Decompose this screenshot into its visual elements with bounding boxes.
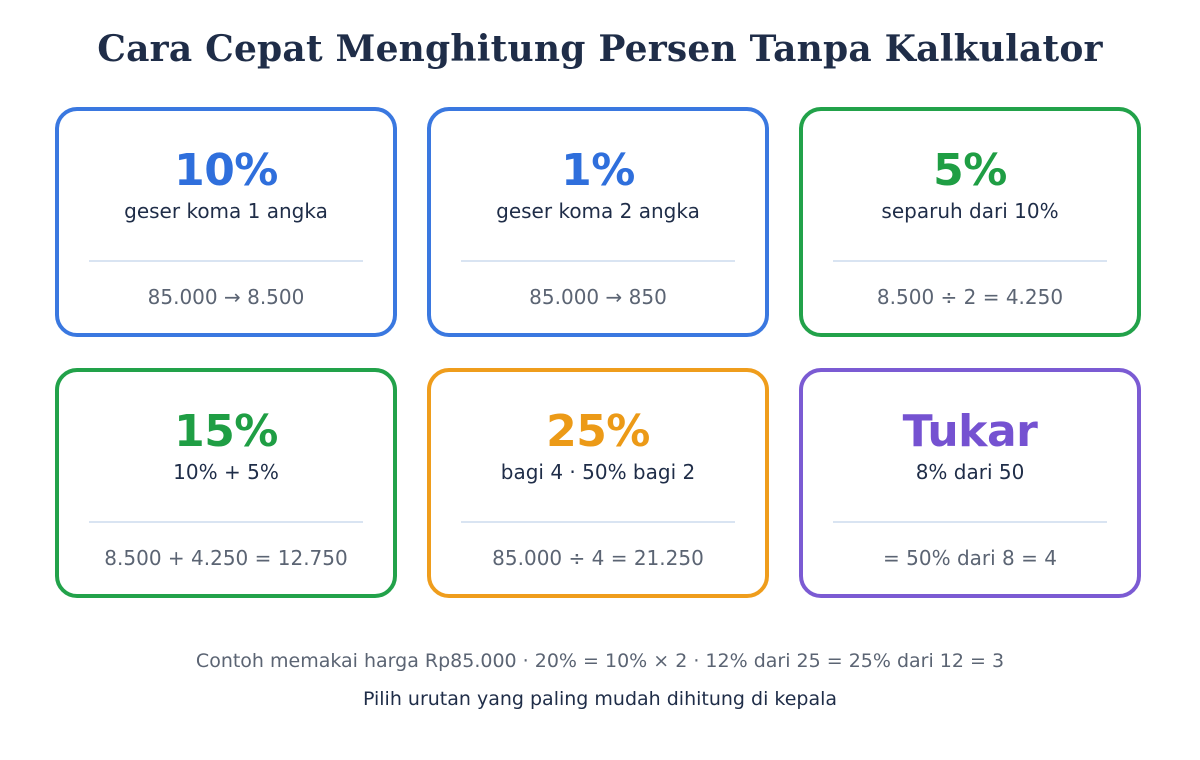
card-example: 85.000 → 850 xyxy=(529,285,667,309)
card-divider xyxy=(461,260,735,262)
card-percent: Tukar xyxy=(902,406,1038,457)
card-5-percent: 5% separuh dari 10% 8.500 ÷ 2 = 4.250 xyxy=(799,107,1141,337)
card-25-percent: 25% bagi 4 · 50% bagi 2 85.000 ÷ 4 = 21.… xyxy=(427,368,769,598)
card-example: 8.500 + 4.250 = 12.750 xyxy=(104,546,348,570)
card-swap: Tukar 8% dari 50 = 50% dari 8 = 4 xyxy=(799,368,1141,598)
page-title: Cara Cepat Menghitung Persen Tanpa Kalku… xyxy=(97,28,1103,70)
card-example: = 50% dari 8 = 4 xyxy=(883,546,1057,570)
card-10-percent: 10% geser koma 1 angka 85.000 → 8.500 xyxy=(55,107,397,337)
card-percent: 5% xyxy=(933,145,1007,196)
card-rule: 8% dari 50 xyxy=(915,460,1025,484)
card-rule: bagi 4 · 50% bagi 2 xyxy=(500,460,696,484)
card-divider xyxy=(833,521,1107,523)
card-divider xyxy=(89,260,363,262)
card-divider xyxy=(833,260,1107,262)
card-example: 85.000 → 8.500 xyxy=(147,285,305,309)
footer-tip: Pilih urutan yang paling mudah dihitung … xyxy=(362,688,838,710)
card-rule: geser koma 1 angka xyxy=(124,199,328,223)
card-percent: 10% xyxy=(174,145,278,196)
card-percent: 1% xyxy=(561,145,635,196)
card-divider xyxy=(461,521,735,523)
card-rule: 10% + 5% xyxy=(173,460,279,484)
card-15-percent: 15% 10% + 5% 8.500 + 4.250 = 12.750 xyxy=(55,368,397,598)
card-rule: separuh dari 10% xyxy=(881,199,1059,223)
card-rule: geser koma 2 angka xyxy=(496,199,700,223)
card-percent: 25% xyxy=(546,406,650,457)
card-example: 85.000 ÷ 4 = 21.250 xyxy=(492,546,704,570)
card-percent: 15% xyxy=(174,406,278,457)
card-divider xyxy=(89,521,363,523)
card-1-percent: 1% geser koma 2 angka 85.000 → 850 xyxy=(427,107,769,337)
footer-note: Contoh memakai harga Rp85.000 · 20% = 10… xyxy=(195,650,1005,672)
card-example: 8.500 ÷ 2 = 4.250 xyxy=(876,285,1064,309)
